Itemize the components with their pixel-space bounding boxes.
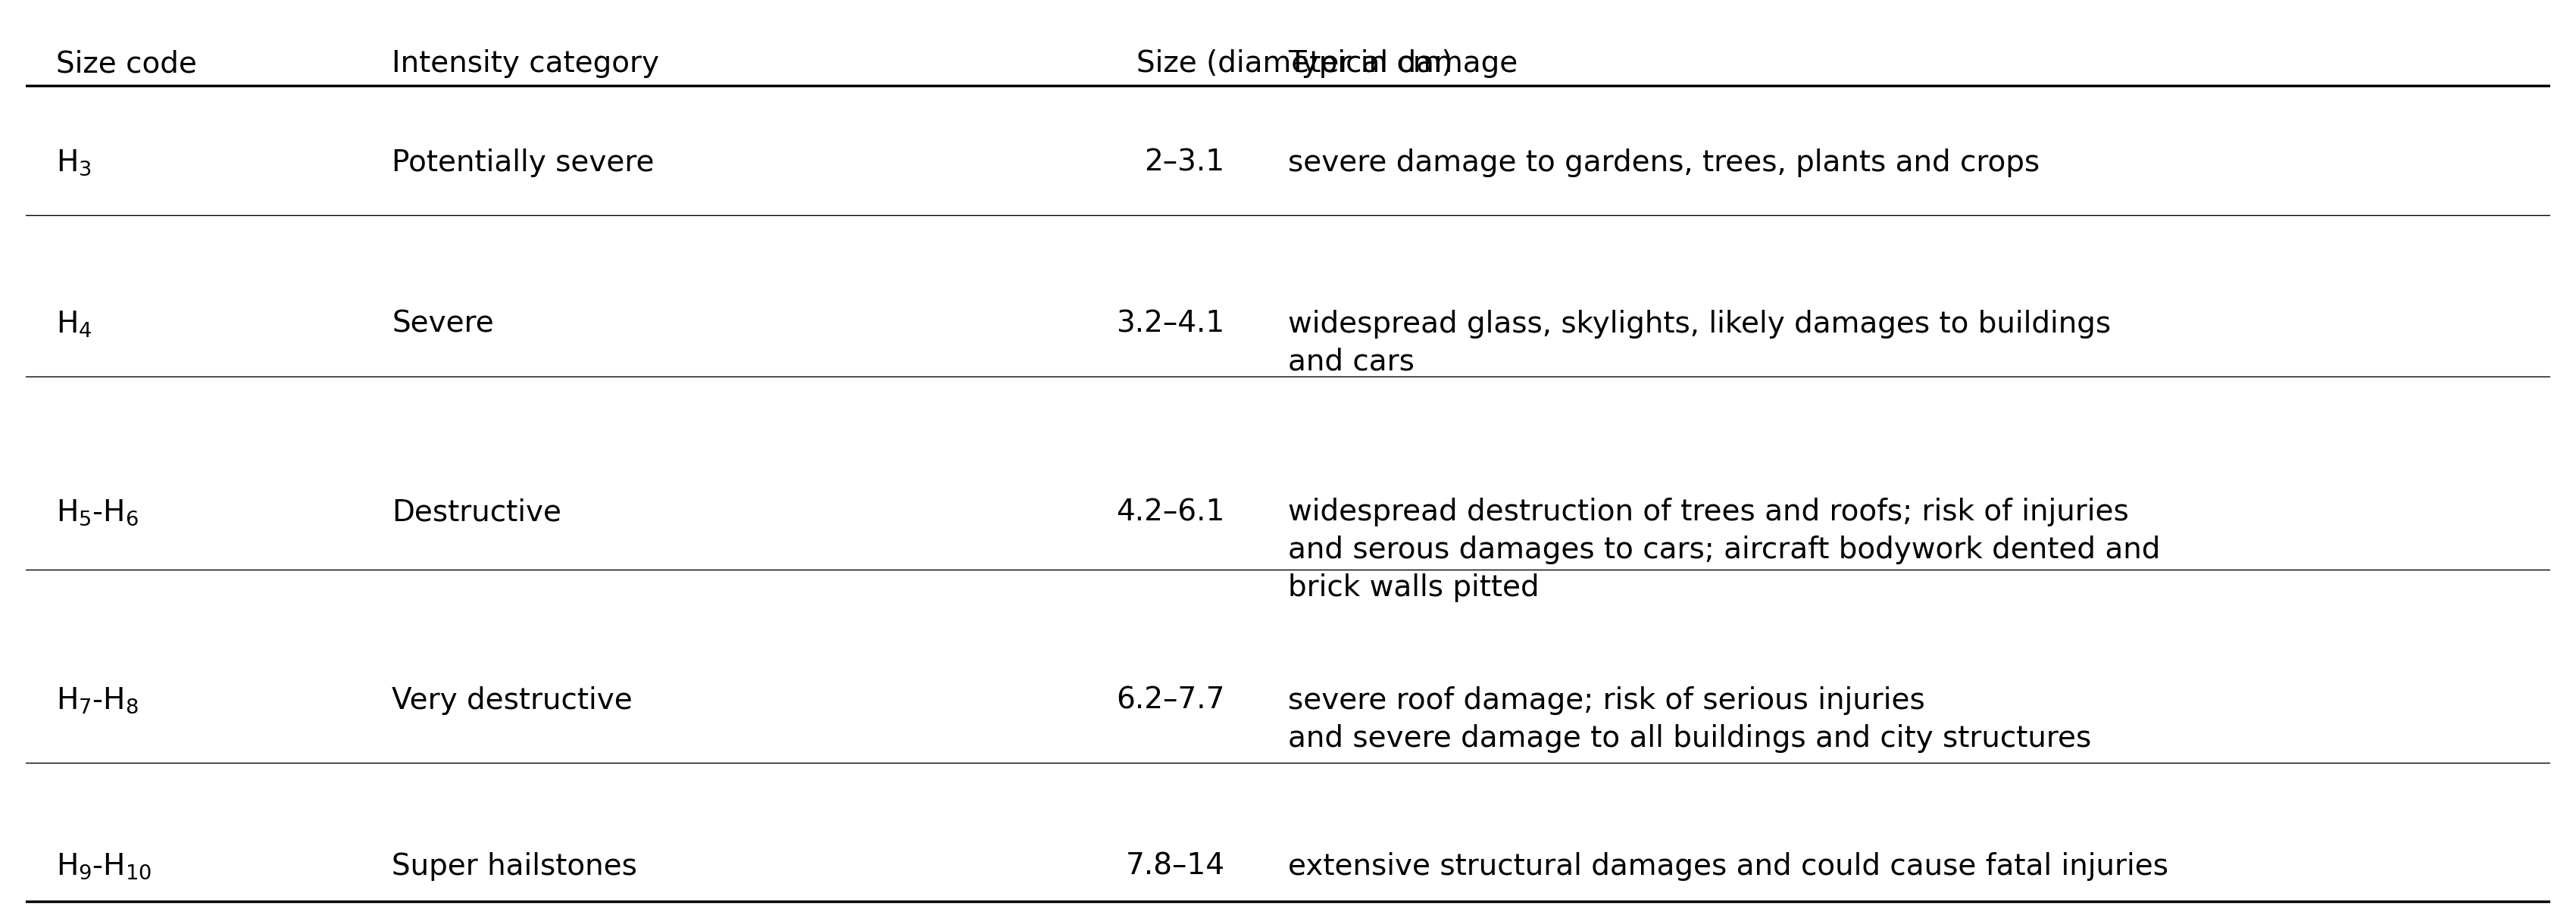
Text: 3.2–4.1: 3.2–4.1 bbox=[1115, 309, 1224, 339]
Text: extensive structural damages and could cause fatal injuries: extensive structural damages and could c… bbox=[1288, 852, 2169, 881]
Text: widespread destruction of trees and roofs; risk of injuries
and serous damages t: widespread destruction of trees and roof… bbox=[1288, 498, 2161, 602]
Text: Intensity category: Intensity category bbox=[392, 49, 659, 79]
Text: Severe: Severe bbox=[392, 309, 495, 339]
Text: H$_5$-H$_6$: H$_5$-H$_6$ bbox=[57, 498, 139, 527]
Text: 7.8–14: 7.8–14 bbox=[1126, 852, 1224, 881]
Text: H$_4$: H$_4$ bbox=[57, 309, 93, 339]
Text: 4.2–6.1: 4.2–6.1 bbox=[1115, 498, 1224, 527]
Text: Super hailstones: Super hailstones bbox=[392, 852, 636, 881]
Text: widespread glass, skylights, likely damages to buildings
and cars: widespread glass, skylights, likely dama… bbox=[1288, 309, 2110, 376]
Text: H$_3$: H$_3$ bbox=[57, 148, 93, 178]
Text: severe damage to gardens, trees, plants and crops: severe damage to gardens, trees, plants … bbox=[1288, 148, 2040, 177]
Text: severe roof damage; risk of serious injuries
and severe damage to all buildings : severe roof damage; risk of serious inju… bbox=[1288, 686, 2092, 753]
Text: Potentially severe: Potentially severe bbox=[392, 148, 654, 177]
Text: Size (diameter in cm): Size (diameter in cm) bbox=[1136, 49, 1453, 79]
Text: H$_7$-H$_8$: H$_7$-H$_8$ bbox=[57, 686, 139, 716]
Text: Destructive: Destructive bbox=[392, 498, 562, 527]
Text: H$_9$-H$_{10}$: H$_9$-H$_{10}$ bbox=[57, 852, 152, 881]
Text: Typical damage: Typical damage bbox=[1288, 49, 1517, 79]
Text: 6.2–7.7: 6.2–7.7 bbox=[1115, 686, 1224, 715]
Text: Size code: Size code bbox=[57, 49, 196, 79]
Text: Very destructive: Very destructive bbox=[392, 686, 634, 715]
Text: 2–3.1: 2–3.1 bbox=[1144, 148, 1224, 177]
